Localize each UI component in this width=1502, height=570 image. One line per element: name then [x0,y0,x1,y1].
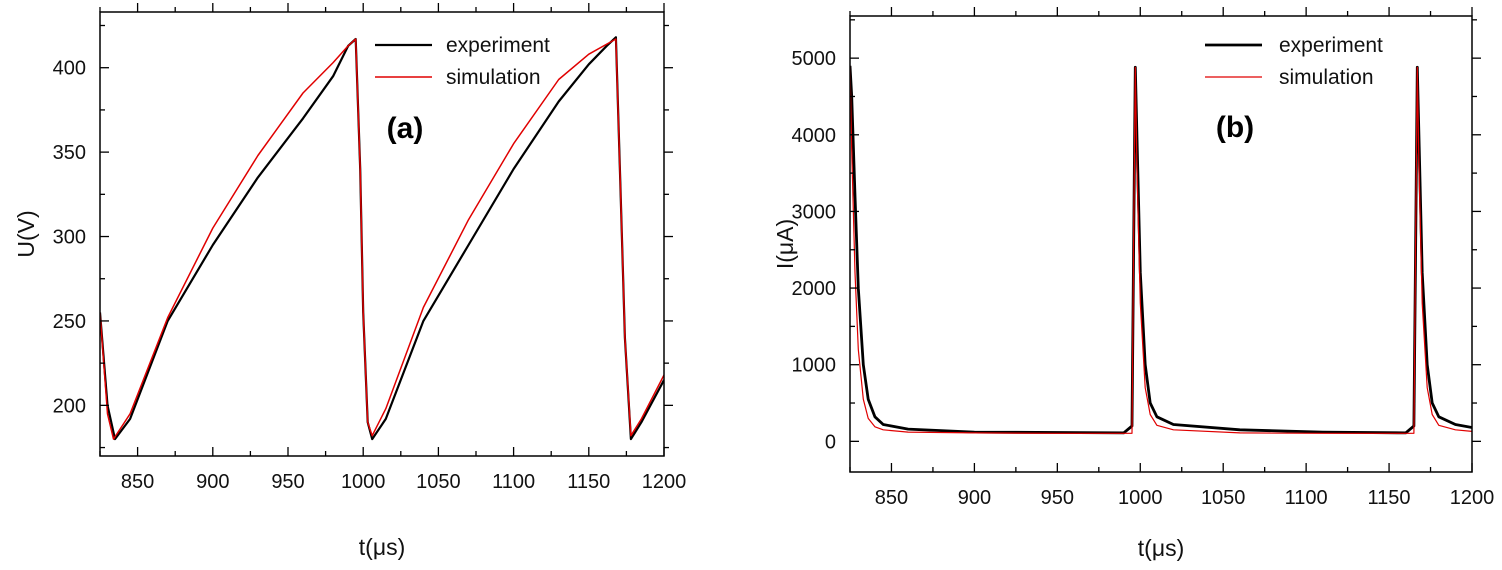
y-tick-label: 250 [53,311,86,333]
y-tick-label: 300 [53,227,86,249]
x-tick-label: 1000 [341,471,386,493]
y-tick-label: 400 [53,58,86,80]
series-line-experiment [100,36,664,441]
y-tick-label: 0 [825,431,836,453]
x-tick-label: 900 [196,471,229,493]
y-tick-label: 1000 [792,355,837,377]
x-tick-label: 900 [958,487,991,509]
plot-frame [99,11,665,457]
x-tick-label: 1100 [492,471,535,493]
x-tick-label: 1200 [1450,487,1495,509]
chart-panel-0: 850 900 950 1000 1050 1100 1150 1200 200 250 300 35… [13,3,686,560]
x-axis-label: t(μs) [1138,535,1184,561]
x-tick-label: 1150 [567,471,610,493]
x-tick-label: 1200 [642,471,687,493]
legend-label: experiment [1279,34,1383,57]
x-tick-label: 1050 [416,471,461,493]
series-line-simulation [100,38,664,440]
y-axis-label: U(V) [13,210,39,257]
y-tick-label: 3000 [792,201,837,223]
y-tick-label: 350 [53,142,86,164]
x-tick-label: 1000 [1118,487,1163,509]
x-tick-label: 1150 [1368,487,1411,509]
x-axis-label: t(μs) [359,534,405,560]
y-tick-label: 2000 [792,278,837,300]
y-tick-label: 4000 [792,125,837,147]
x-tick-label: 950 [1041,487,1074,509]
chart-panel-1: 850 900 950 1000 1050 1100 1150 1200 0 1000 2000 30… [772,7,1494,561]
panel-label: (a) [387,112,424,145]
y-tick-label: 5000 [792,48,837,70]
legend-label: simulation [1279,66,1374,89]
legend-label: experiment [446,34,550,57]
series-line-simulation [850,65,1472,434]
x-tick-label: 850 [875,487,908,509]
plot-frame [849,15,1473,473]
series-line-experiment [850,65,1472,435]
x-tick-label: 950 [271,471,304,493]
panel-label: (b) [1216,111,1254,144]
y-axis-label: I(μA) [772,219,798,269]
legend-label: simulation [446,66,541,89]
x-tick-label: 850 [121,471,154,493]
x-tick-label: 1050 [1201,487,1246,509]
y-tick-label: 200 [53,395,86,417]
x-tick-label: 1100 [1285,487,1328,509]
